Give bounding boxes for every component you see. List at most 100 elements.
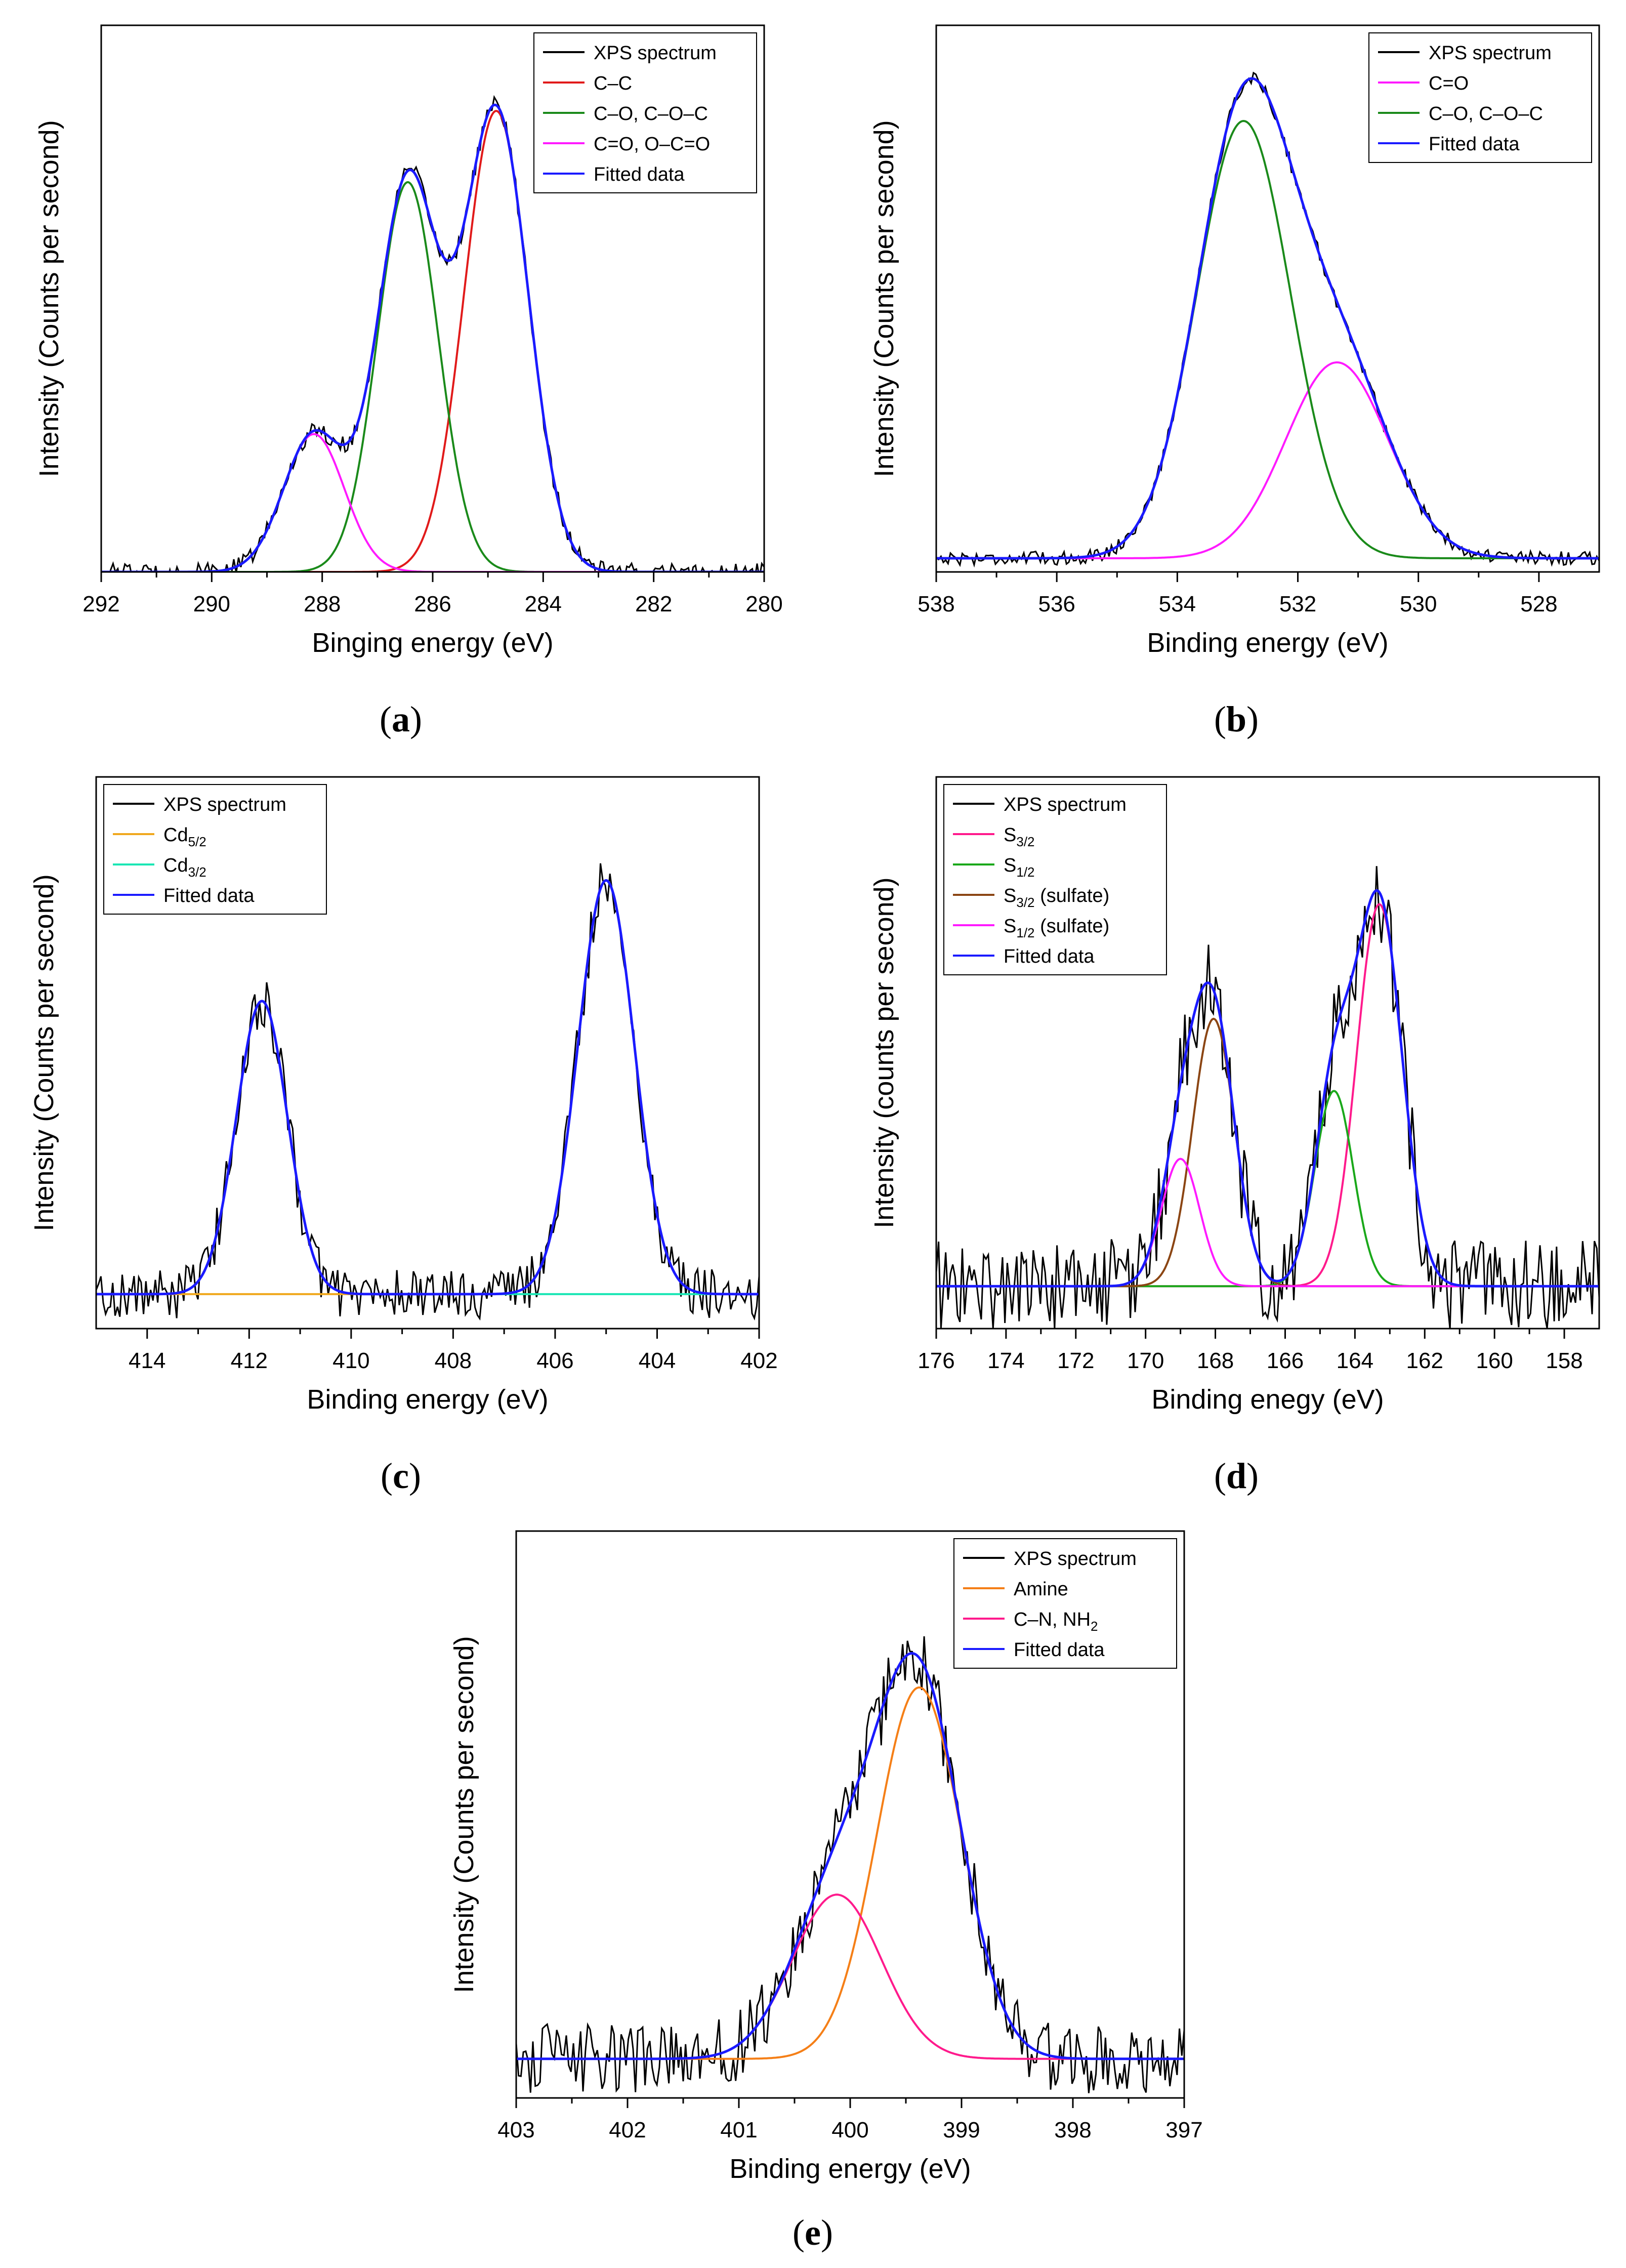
legend-label-subscript: 3/2 [1016, 895, 1034, 910]
legend-label-text: Fitted data [1014, 1639, 1105, 1661]
chart-panel-d: 176 174 172 170 168 166 164 162 160 158 Binding en… [869, 776, 1600, 1415]
legend-label-subscript: 2 [1091, 1619, 1098, 1634]
series-line-fitted-data [96, 879, 759, 1296]
caption-letter-e: e [805, 2212, 821, 2253]
legend-label-text: Cd [163, 824, 188, 846]
legend-label-text: C–O, C–O–C [1429, 103, 1543, 125]
legend: XPS spectrum C–C C–O, C–O–C C=O, O–C=O Fitte… [533, 32, 757, 193]
caption-letter-d: d [1226, 1456, 1247, 1496]
x-tick-label: 280 [745, 592, 782, 616]
x-tick-label: 172 [1057, 1348, 1094, 1373]
legend-label-text: Amine [1014, 1579, 1068, 1600]
plot-area [936, 866, 1599, 1329]
legend-label-text: C–O, C–O–C [594, 103, 708, 125]
legend-label-text: C=O [1429, 73, 1469, 94]
legend-label-subscript: 3/2 [188, 864, 206, 880]
legend-label: Fitted data [594, 164, 685, 185]
series-line-component-1 [516, 1686, 1184, 2060]
legend-label-text: Fitted data [1004, 946, 1095, 967]
x-tick-label: 398 [1054, 2118, 1091, 2142]
legend-label: C–O, C–O–C [1429, 103, 1543, 125]
legend-box [943, 784, 1167, 975]
x-tick-label: 528 [1520, 592, 1557, 616]
series-line-component-3 [936, 1017, 1599, 1288]
legend-label-text: Cd [163, 855, 188, 876]
x-tick-label: 402 [609, 2118, 646, 2142]
legend-label: Fitted data [163, 885, 255, 906]
y-axis-label: Intensity (counts per second) [869, 877, 899, 1228]
x-axis-label: Binding energy (eV) [1147, 628, 1388, 658]
legend-label-suffix: (sulfate) [1035, 885, 1110, 906]
x-tick-label: 170 [1127, 1348, 1164, 1373]
series-line-component-2 [936, 119, 1599, 559]
x-axis-label: Binding enegy (eV) [1151, 1384, 1384, 1415]
legend-label: S1/2 (sulfate) [1004, 916, 1109, 940]
caption-letter-a: a [392, 699, 410, 739]
series-line-component-2 [516, 1893, 1184, 2060]
legend-label-text: XPS spectrum [1004, 794, 1127, 815]
legend-label-subscript: 5/2 [188, 834, 206, 849]
x-tick-label: 530 [1400, 592, 1437, 616]
series-line-xps-spectrum [96, 863, 759, 1321]
legend-box [103, 784, 327, 915]
chart-panel-e: 403 402 401 400 399 398 397 Binding energy (eV)… [449, 1530, 1203, 2184]
legend-label: Fitted data [1014, 1639, 1105, 1661]
legend-label: Cd3/2 [163, 855, 206, 880]
x-axis-label: Binging energy (eV) [312, 628, 553, 658]
legend-box [1368, 32, 1592, 163]
legend-label: XPS spectrum [1004, 794, 1127, 815]
plot-frame [95, 776, 760, 1330]
series-line-fitted-data [516, 1652, 1184, 2060]
legend-label-suffix: (sulfate) [1035, 916, 1110, 937]
legend-label-subscript: 1/2 [1016, 864, 1034, 880]
legend-label: XPS spectrum [1014, 1548, 1137, 1570]
x-tick-label: 166 [1267, 1348, 1304, 1373]
x-tick-label: 168 [1197, 1348, 1234, 1373]
x-tick-label: 400 [831, 2118, 868, 2142]
series-line-component-3 [101, 433, 764, 572]
legend: XPS spectrum C=O C–O, C–O–C Fitted data [1368, 32, 1592, 163]
plot-area [936, 71, 1599, 568]
x-tick-label: 176 [918, 1348, 954, 1373]
x-tick-label: 538 [918, 592, 954, 616]
plot-area [516, 1636, 1184, 2093]
legend-label-text: S [1004, 855, 1016, 876]
x-tick-label: 282 [635, 592, 672, 616]
x-tick-label: 532 [1279, 592, 1316, 616]
x-tick-label: 397 [1165, 2118, 1202, 2142]
x-tick-label: 160 [1476, 1348, 1513, 1373]
panel-caption-e: (e) [793, 2212, 833, 2253]
legend-label: Cd5/2 [163, 824, 206, 849]
legend-label-text: S [1004, 824, 1016, 846]
legend-label: Fitted data [1004, 946, 1095, 967]
legend-label-text: C–N, NH [1014, 1609, 1091, 1630]
x-tick-label: 292 [82, 592, 119, 616]
x-axis-label: Binding energy (eV) [307, 1384, 548, 1415]
legend-label-text: S [1004, 916, 1016, 937]
legend-label: S3/2 (sulfate) [1004, 885, 1109, 910]
chart-panel-a: 292 290 288 286 284 282 280 Binging energy (eV)… [34, 24, 783, 658]
legend-label: C=O [1429, 73, 1469, 94]
legend-label-subscript: 1/2 [1016, 925, 1034, 940]
legend-label-text: XPS spectrum [594, 43, 717, 64]
legend-box [953, 1538, 1177, 1669]
y-axis-label: Intensity (Counts per second) [29, 874, 59, 1231]
x-tick-label: 399 [943, 2118, 980, 2142]
x-tick-label: 404 [639, 1348, 676, 1373]
y-axis-label: Intensity (Counts per second) [34, 120, 64, 477]
legend-label-text: XPS spectrum [163, 794, 286, 815]
series-line-fitted-data [936, 889, 1599, 1288]
panel-caption-d: (d) [1214, 1456, 1259, 1496]
x-tick-label: 410 [332, 1348, 369, 1373]
legend-label-text: Fitted data [163, 885, 255, 906]
panel-caption-b: (b) [1214, 699, 1259, 739]
x-tick-label: 158 [1546, 1348, 1582, 1373]
y-axis-label: Intensity (Counts per second) [869, 120, 899, 477]
x-tick-label: 408 [435, 1348, 472, 1373]
series-line-xps-spectrum [516, 1636, 1184, 2093]
x-tick-label: 414 [129, 1348, 165, 1373]
legend-label-text: XPS spectrum [1429, 43, 1552, 64]
panel-caption-c: (c) [381, 1456, 421, 1496]
